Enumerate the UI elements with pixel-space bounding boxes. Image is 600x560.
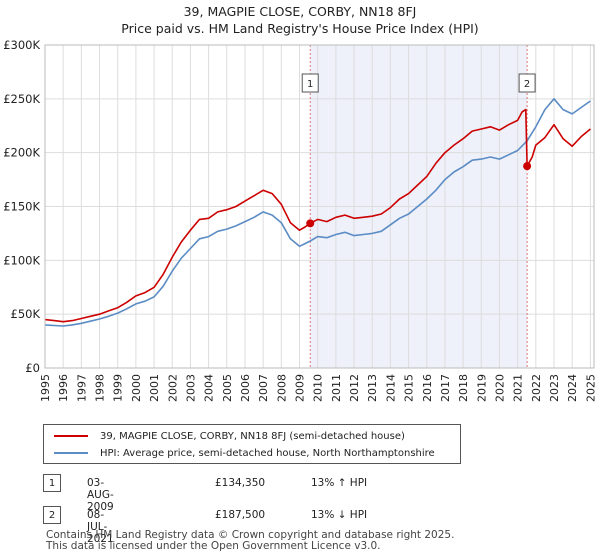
x-tick-label: 1995	[39, 374, 52, 402]
property-price-line	[44, 108, 591, 323]
y-tick-label: £150K	[3, 200, 40, 214]
y-tick-label: £250K	[3, 92, 40, 106]
transaction-number-badge: 1	[43, 474, 61, 492]
legend-item-hpi: HPI: Average price, semi-detached house,…	[54, 445, 435, 461]
x-tick-label: 2000	[130, 374, 143, 402]
y-tick-label: £50K	[11, 307, 41, 321]
sale-marker-box	[301, 73, 319, 93]
x-tick-label: 2011	[330, 374, 343, 402]
legend-swatch-hpi	[54, 452, 88, 454]
legend-label-hpi: HPI: Average price, semi-detached house,…	[100, 447, 435, 459]
transaction-price: £187,500	[215, 509, 266, 521]
x-tick-label: 2015	[403, 374, 416, 402]
chart-plot: 1995 1996 1997 1998 1999 2000 2001 2002 2003 2004…	[3, 38, 597, 402]
x-tick-label: 2024	[566, 374, 579, 402]
x-tick-label: 2001	[148, 374, 161, 402]
x-tick-label: 2018	[457, 374, 470, 402]
x-tick-label: 2019	[475, 374, 488, 402]
sale-point	[523, 162, 532, 171]
x-tick-label: 1998	[94, 374, 107, 402]
y-tick-label: £200K	[3, 146, 40, 160]
x-tick-label: 1997	[75, 374, 88, 402]
footer-copyright: Contains HM Land Registry data © Crown c…	[46, 529, 455, 541]
transaction-hpi-change: 13% ↓ HPI	[311, 509, 368, 521]
x-tick-label: 2007	[257, 374, 270, 402]
footer-attribution: Contains HM Land Registry data © Crown c…	[46, 530, 454, 552]
x-tick-label: 2004	[203, 374, 216, 402]
transaction-date: 08-JUL-2021	[87, 509, 114, 545]
x-tick-label: 2017	[439, 374, 452, 402]
hpi-line	[44, 98, 591, 327]
sale-marker-label: 2	[524, 79, 530, 90]
x-tick-label: 1996	[57, 374, 70, 402]
x-tick-label: 2006	[239, 374, 252, 402]
sale-marker-box	[518, 73, 536, 93]
transaction-date: 03-AUG-2009	[87, 477, 114, 513]
sale-marker-label: 1	[307, 79, 313, 90]
transaction-hpi-change: 13% ↑ HPI	[311, 477, 368, 489]
x-tick-label: 2025	[584, 374, 597, 402]
transaction-number-badge: 2	[43, 506, 61, 524]
legend-swatch-property	[54, 435, 88, 437]
plot-border	[44, 44, 595, 369]
legend-item-property: 39, MAGPIE CLOSE, CORBY, NN18 8FJ (semi-…	[54, 428, 405, 444]
x-tick-label: 2013	[366, 374, 379, 402]
sale-point	[306, 219, 315, 228]
x-tick-label: 2005	[221, 374, 234, 402]
x-tick-label: 2014	[384, 374, 397, 402]
chart-title: 39, MAGPIE CLOSE, CORBY, NN18 8FJ	[183, 4, 417, 19]
chart-legend: 39, MAGPIE CLOSE, CORBY, NN18 8FJ (semi-…	[43, 424, 461, 464]
chart-subtitle: Price paid vs. HM Land Registry's House …	[121, 21, 479, 36]
y-tick-label: £100K	[3, 253, 40, 267]
x-tick-label: 2002	[166, 374, 179, 402]
y-tick-label: £0	[25, 361, 40, 375]
x-tick-label: 2003	[184, 374, 197, 402]
legend-label-property: 39, MAGPIE CLOSE, CORBY, NN18 8FJ (semi-…	[100, 430, 405, 442]
x-tick-label: 2023	[548, 374, 561, 402]
x-tick-label: 2022	[530, 374, 543, 402]
x-tick-label: 2010	[312, 374, 325, 402]
x-tick-label: 2016	[421, 374, 434, 402]
transaction-price: £134,350	[215, 477, 266, 489]
x-tick-label: 2021	[512, 374, 525, 402]
x-tick-label: 1999	[112, 374, 125, 402]
y-tick-label: £300K	[3, 38, 40, 52]
footer-licence: This data is licensed under the Open Gov…	[46, 540, 381, 552]
x-tick-label: 2020	[493, 374, 506, 402]
x-tick-label: 2009	[294, 374, 307, 402]
x-tick-label: 2008	[275, 374, 288, 402]
x-tick-label: 2012	[348, 374, 361, 402]
